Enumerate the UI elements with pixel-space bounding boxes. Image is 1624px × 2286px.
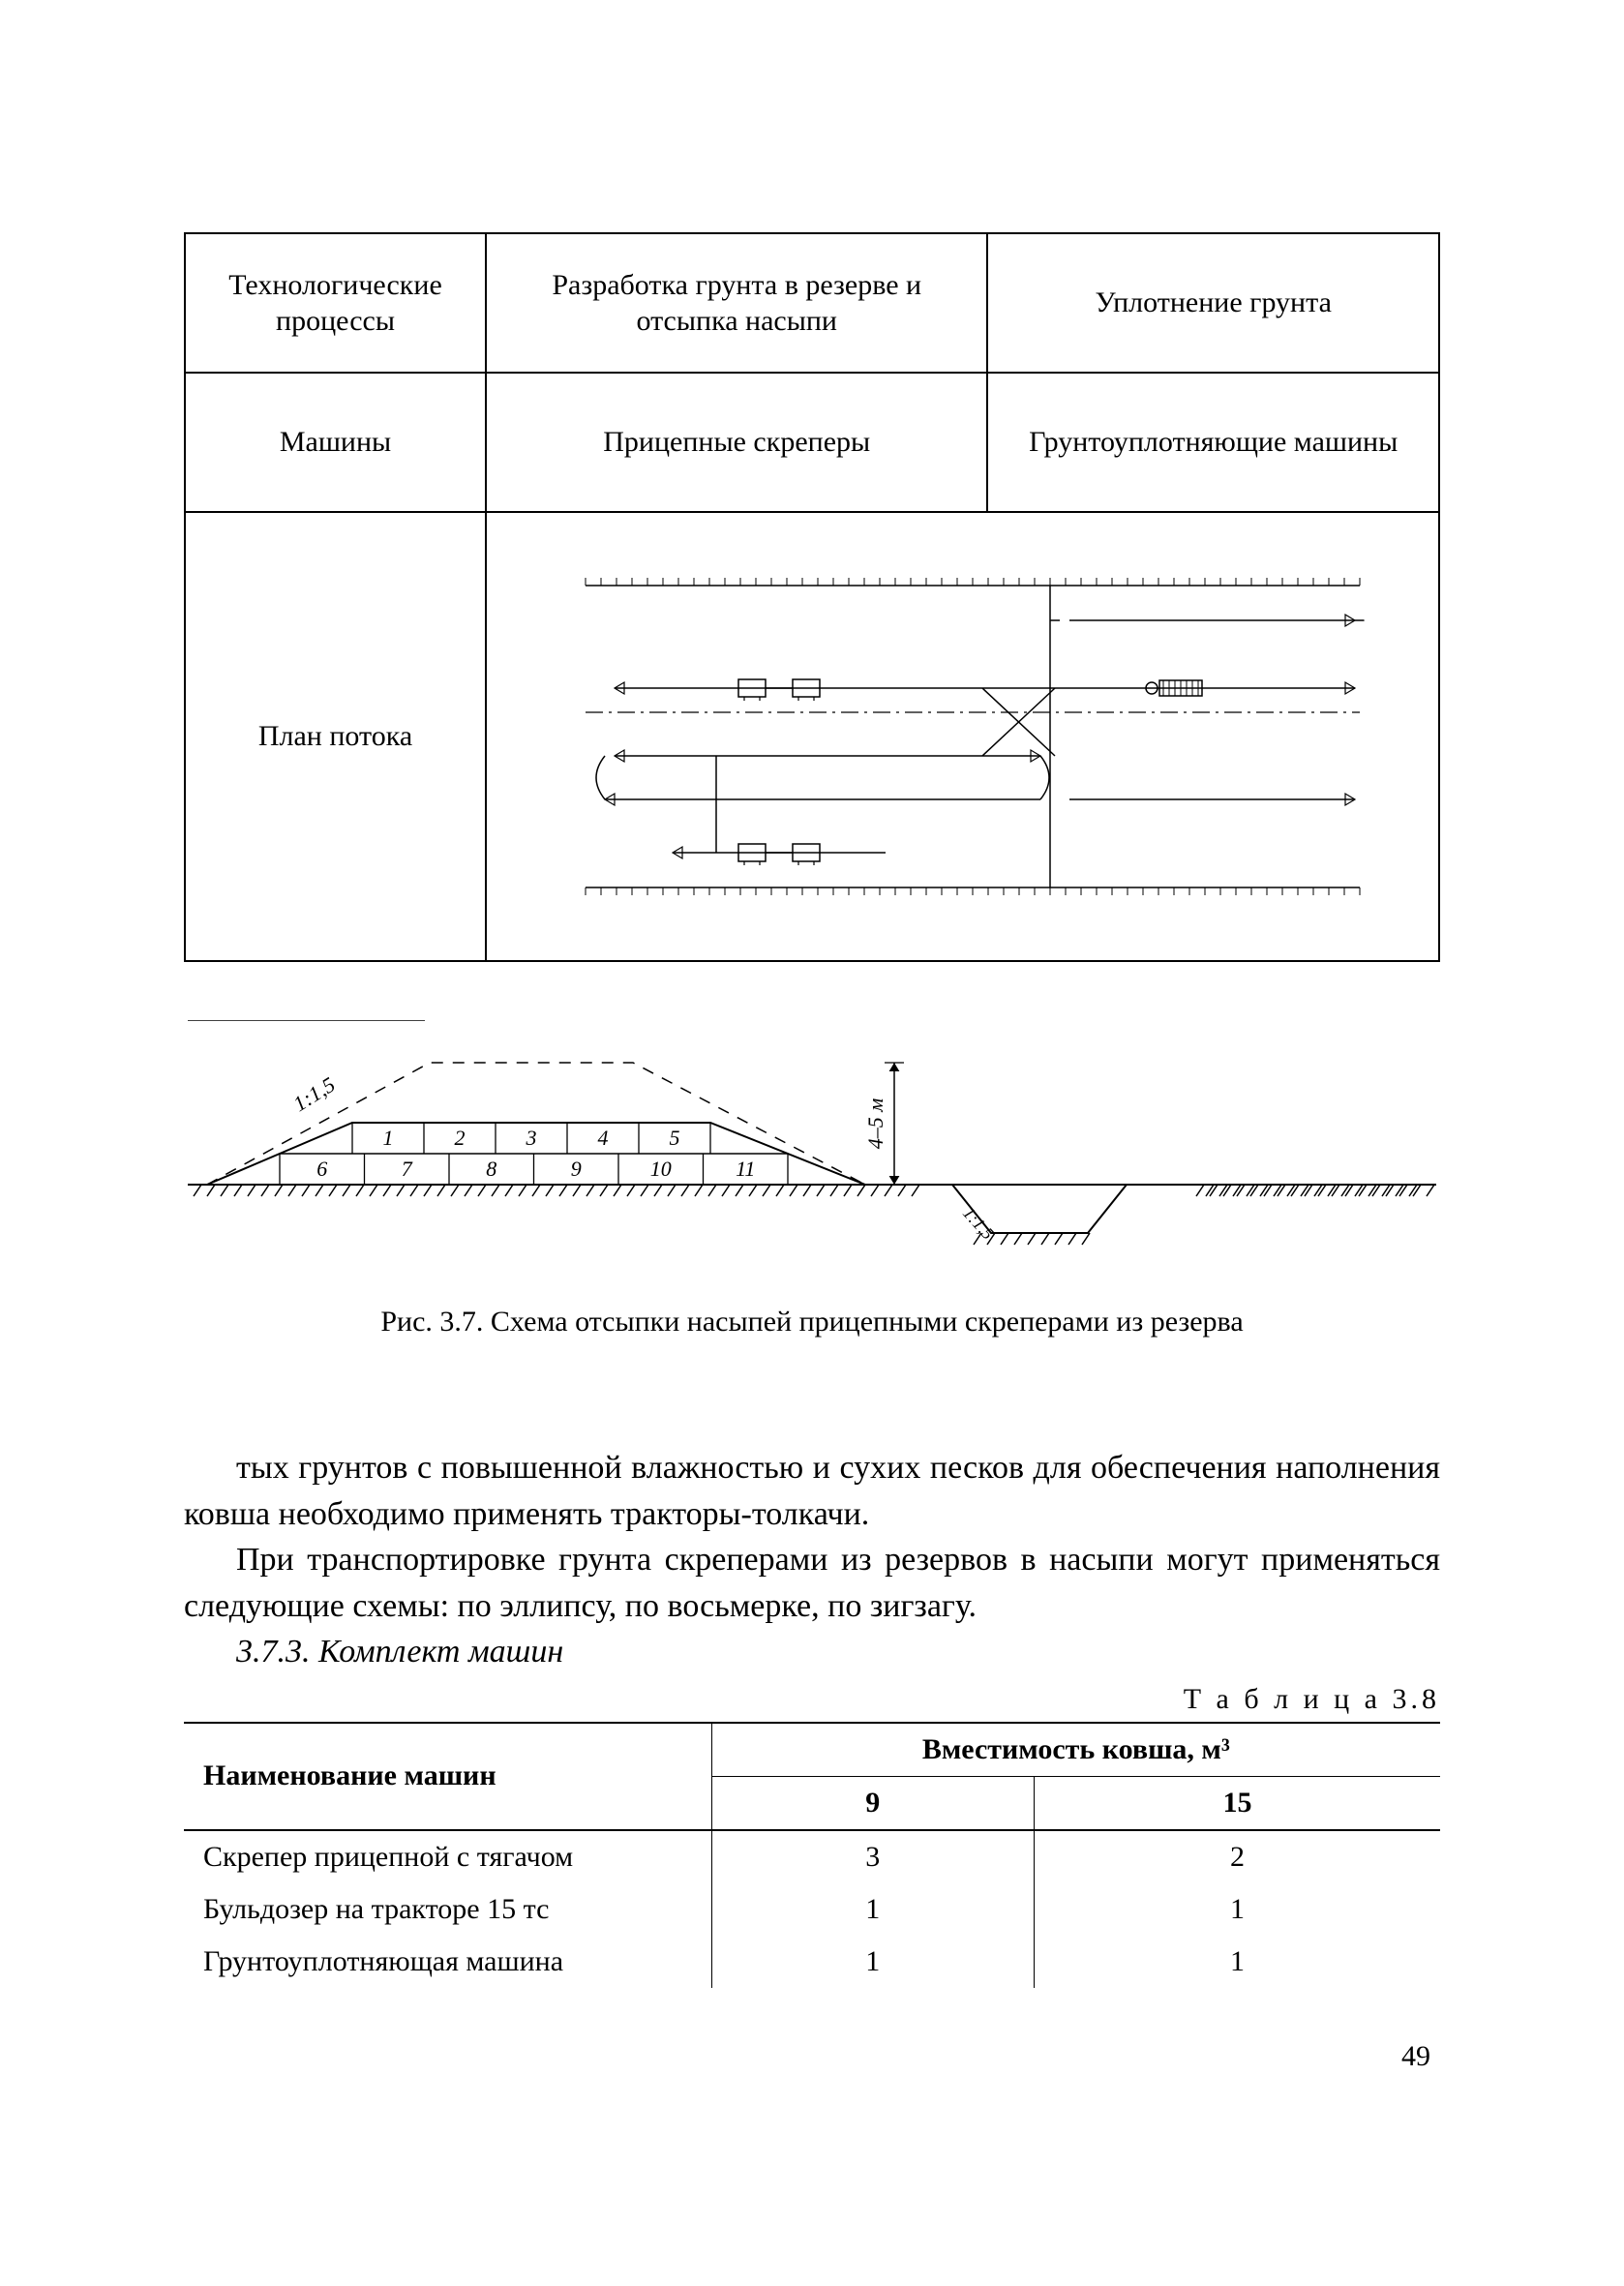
cross-section-wrap: 12345678910111:1,54–5 м1:1,5 [184, 1020, 1440, 1252]
row-v2: 1 [1034, 1936, 1440, 1988]
table-3-8: Наименование машин Вместимость ковша, м³… [184, 1722, 1440, 1988]
cell-machine-2: Грунтоуплотняющие машины [987, 373, 1439, 512]
cell-plan-label: План потока [185, 512, 486, 961]
section-3-7-3-heading: 3.7.3. Комплект машин [184, 1629, 1440, 1675]
table-3-8-label: Т а б л и ц а 3.8 [184, 1683, 1440, 1716]
cell-process-1: Разработка грунта в резерве и отсыпка на… [486, 233, 987, 373]
cell-machine-1: Прицепные скреперы [486, 373, 987, 512]
plan-flow-diagram [547, 562, 1379, 911]
cell-process-2: Уплотнение грунта [987, 233, 1439, 373]
table-row: Грунтоуплотняющая машина 1 1 [184, 1936, 1440, 1988]
svg-text:1:1,5: 1:1,5 [288, 1072, 339, 1116]
subheader-9: 9 [711, 1776, 1034, 1830]
svg-text:2: 2 [455, 1126, 466, 1150]
row-v2: 2 [1034, 1830, 1440, 1883]
diagram-row-plan: План потока [185, 512, 1439, 961]
svg-text:6: 6 [316, 1157, 327, 1181]
figure-caption: Рис. 3.7. Схема отсыпки насыпей прицепны… [184, 1306, 1440, 1339]
row-v1: 1 [711, 1936, 1034, 1988]
cell-machines-label: Машины [185, 373, 486, 512]
svg-text:11: 11 [736, 1157, 755, 1181]
row-v1: 1 [711, 1883, 1034, 1936]
header-capacity: Вместимость ковша, м³ [711, 1723, 1440, 1777]
cell-processes-label: Технологические процессы [185, 233, 486, 373]
diagram-row-processes: Технологические процессы Разработка грун… [185, 233, 1439, 373]
diagram-table: Технологические процессы Разработка грун… [184, 232, 1440, 962]
table-row: Скрепер прицепной с тягачом 3 2 [184, 1830, 1440, 1883]
row-name: Грунтоуплотняющая машина [184, 1936, 711, 1988]
diagram-row-machines: Машины Прицепные скреперы Грунтоуплотняю… [185, 373, 1439, 512]
svg-text:10: 10 [650, 1157, 672, 1181]
page-number: 49 [1401, 2040, 1430, 2073]
paragraph-2: При транспортировке грунта скреперами из… [184, 1537, 1440, 1629]
row-name: Бульдозер на тракторе 15 тс [184, 1883, 711, 1936]
svg-text:1: 1 [383, 1126, 394, 1150]
header-name: Наименование машин [184, 1723, 711, 1830]
body-text: тых грунтов с повышенной влажностью и су… [184, 1445, 1440, 1675]
svg-text:5: 5 [670, 1126, 680, 1150]
cross-section-diagram: 12345678910111:1,54–5 м1:1,5 [188, 1020, 1436, 1252]
cell-plan-flow [486, 512, 1439, 961]
svg-text:4: 4 [598, 1126, 609, 1150]
svg-text:8: 8 [486, 1157, 496, 1181]
svg-text:3: 3 [526, 1126, 537, 1150]
row-v2: 1 [1034, 1883, 1440, 1936]
svg-text:7: 7 [402, 1157, 413, 1181]
table-header-row-1: Наименование машин Вместимость ковша, м³ [184, 1723, 1440, 1777]
row-name: Скрепер прицепной с тягачом [184, 1830, 711, 1883]
svg-text:4–5 м: 4–5 м [863, 1098, 887, 1150]
paragraph-1: тых грунтов с повышенной влажностью и су… [184, 1445, 1440, 1537]
table-row: Бульдозер на тракторе 15 тс 1 1 [184, 1883, 1440, 1936]
svg-text:9: 9 [571, 1157, 582, 1181]
row-v1: 3 [711, 1830, 1034, 1883]
page: Технологические процессы Разработка грун… [0, 0, 1624, 2286]
subheader-15: 15 [1034, 1776, 1440, 1830]
